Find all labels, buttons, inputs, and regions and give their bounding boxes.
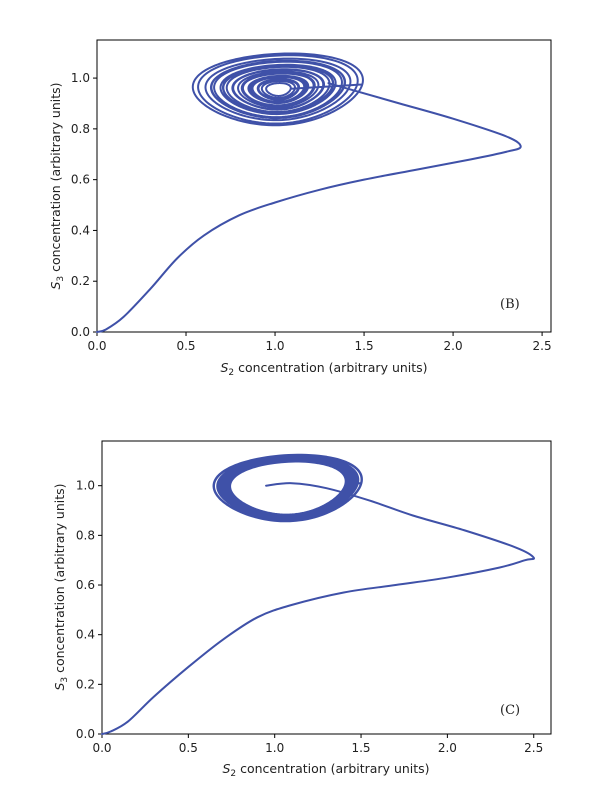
x-tick-label-c: 0.0 [92,741,111,755]
x-axis-label-text-c: concentration (arbitrary units) [236,761,429,776]
panel-label-b: (B) [500,297,520,312]
y-tick-label-c: 0.8 [76,528,95,542]
x-axis-label-b: S2 concentration (arbitrary units) [220,360,427,378]
x-axis-label-symbol-b: S [220,360,228,375]
x-tick-label-c: 2.5 [524,741,543,755]
trajectory-attractor-c [212,453,363,523]
y-axis-label-symbol-c: S [52,683,67,691]
x-tick-label-b: 2.5 [533,339,552,353]
x-tick-label-c: 0.5 [179,741,198,755]
chart-panel-c: 0.0 0.5 1.0 1.5 2.0 2.5 0.0 0.2 0.4 0.6 0.8 1.0 (C… [52,440,552,779]
y-tick-label-b: 0.4 [71,223,90,237]
y-tick-label-c: 0.2 [76,677,95,691]
y-tick-label-b: 0.6 [71,173,90,187]
y-ticks-b: 0.0 0.2 0.4 0.6 0.8 1.0 [71,71,97,339]
x-axis-label-symbol-c: S [222,761,230,776]
plot-frame-c [101,440,552,735]
y-tick-label-b: 1.0 [71,71,90,85]
x-tick-label-c: 1.0 [265,741,284,755]
x-tick-label-c: 2.0 [438,741,457,755]
plot-frame-b [96,39,552,333]
x-tick-label-b: 0.5 [176,339,195,353]
y-axis-label-text-c: concentration (arbitrary units) [52,483,67,676]
x-tick-label-b: 0.0 [87,339,106,353]
x-ticks-b: 0.0 0.5 1.0 1.5 2.0 2.5 [87,332,552,353]
y-tick-label-b: 0.8 [71,122,90,136]
y-tick-label-c: 0.0 [76,727,95,741]
chart-panel-b: 0.0 0.5 1.0 1.5 2.0 2.5 0.0 0.2 0.4 0.6 0.8 1.0 (B… [48,39,552,378]
x-axis-label-c: S2 concentration (arbitrary units) [222,761,429,779]
y-axis-label-c: S3 concentration (arbitrary units) [52,483,70,690]
trajectory-attractor-b [191,52,364,127]
panel-label-c: (C) [500,703,520,718]
y-axis-label-text-b: concentration (arbitrary units) [48,82,63,275]
y-tick-label-b: 0.2 [71,274,90,288]
y-axis-label-b: S3 concentration (arbitrary units) [48,82,66,289]
y-axis-label-sub-b: 3 [56,276,66,282]
x-axis-label-sub-b: 2 [228,368,234,378]
x-axis-label-text-b: concentration (arbitrary units) [234,360,427,375]
x-tick-label-b: 2.0 [444,339,463,353]
x-tick-label-c: 1.5 [351,741,370,755]
y-tick-label-c: 0.4 [76,628,95,642]
y-ticks-c: 0.0 0.2 0.4 0.6 0.8 1.0 [76,479,102,741]
x-axis-label-sub-c: 2 [230,769,236,779]
y-tick-label-c: 1.0 [76,479,95,493]
x-ticks-c: 0.0 0.5 1.0 1.5 2.0 2.5 [92,734,543,755]
y-tick-label-c: 0.6 [76,578,95,592]
y-axis-label-sub-c: 3 [60,677,70,683]
x-tick-label-b: 1.5 [355,339,374,353]
trajectory-transient-b [96,82,522,333]
x-tick-label-b: 1.0 [265,339,284,353]
trajectory-transient-c [101,482,536,735]
y-tick-label-b: 0.0 [71,325,90,339]
y-axis-label-symbol-b: S [48,282,63,290]
